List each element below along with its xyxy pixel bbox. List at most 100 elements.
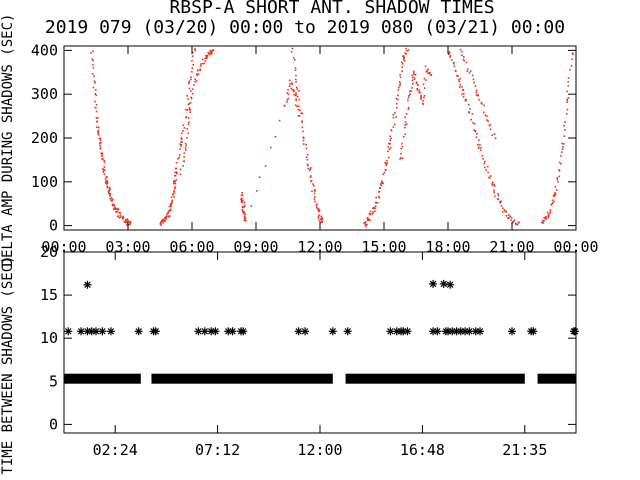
delta-amp-point: [487, 171, 489, 174]
delta-amp-point: [516, 223, 519, 226]
delta-amp-point: [278, 119, 281, 122]
delta-amp-point: [500, 200, 503, 203]
delta-amp-point: [290, 51, 293, 53]
delta-amp-point: [106, 186, 109, 189]
time-between-point: [476, 327, 484, 336]
delta-amp-point: [423, 94, 426, 97]
delta-amp-point: [96, 120, 98, 123]
delta-amp-point: [404, 121, 407, 123]
delta-amp-point: [169, 203, 172, 205]
delta-amp-point: [367, 217, 369, 220]
delta-amp-point: [202, 62, 204, 65]
delta-amp-point: [365, 225, 367, 228]
delta-amp-point: [508, 217, 510, 219]
delta-amp-point: [462, 89, 465, 91]
delta-amp-point: [170, 204, 172, 207]
delta-amp-point: [409, 90, 411, 93]
delta-amp-point: [102, 171, 104, 173]
delta-amp-point: [199, 69, 201, 72]
delta-amp-point: [463, 56, 465, 58]
delta-amp-point: [179, 168, 182, 171]
delta-amp-point: [416, 89, 419, 91]
delta-amp-point: [173, 180, 175, 182]
delta-amp-point: [191, 59, 193, 62]
delta-amp-point: [491, 181, 494, 184]
delta-amp-point: [287, 93, 290, 96]
delta-amp-point: [319, 221, 322, 224]
delta-amp-point: [448, 51, 451, 53]
delta-amp-point: [317, 217, 320, 219]
delta-amp-point: [417, 84, 419, 87]
time-between-point: [106, 327, 115, 336]
delta-amp-point: [173, 182, 175, 185]
delta-amp-point: [191, 51, 194, 54]
time-between-point: [439, 279, 448, 288]
delta-amp-point: [301, 126, 304, 129]
delta-amp-point: [170, 196, 173, 198]
delta-amp-point: [566, 99, 568, 102]
delta-amp-point: [474, 130, 477, 133]
y-tick-label: 10: [40, 329, 58, 347]
delta-amp-point: [454, 69, 457, 72]
delta-amp-point: [297, 115, 300, 117]
time-between-point: [433, 327, 442, 336]
delta-amp-point: [390, 129, 393, 132]
delta-amp-point: [398, 81, 401, 83]
delta-amp-point: [306, 158, 309, 161]
time-between-point: [64, 327, 73, 336]
delta-amp-point: [459, 83, 462, 86]
delta-amp-point: [187, 123, 190, 125]
delta-amp-point: [108, 189, 110, 192]
delta-amp-point: [164, 216, 167, 219]
delta-amp-point: [185, 144, 188, 147]
delta-amp-point: [92, 50, 94, 53]
delta-amp-point: [292, 88, 294, 91]
delta-amp-point: [187, 82, 190, 85]
delta-amp-point: [415, 81, 418, 83]
delta-amp-point: [103, 173, 106, 176]
delta-amp-point: [321, 220, 324, 223]
delta-amp-point: [499, 201, 501, 203]
delta-amp-point: [461, 54, 463, 57]
delta-amp-point: [95, 110, 98, 113]
delta-amp-point: [305, 143, 307, 146]
delta-amp-point: [103, 159, 105, 162]
delta-amp-point: [407, 49, 410, 51]
delta-amp-point: [120, 216, 122, 218]
delta-amp-point: [554, 193, 557, 196]
delta-amp-point: [315, 205, 318, 207]
delta-amp-point: [543, 217, 546, 219]
delta-amp-point: [103, 161, 106, 163]
delta-amp-point: [473, 122, 476, 125]
delta-amp-point: [485, 119, 488, 121]
delta-amp-point: [305, 147, 308, 150]
delta-amp-point: [242, 211, 244, 213]
x-tick-label: 07:12: [195, 441, 240, 459]
delta-amp-point: [547, 217, 549, 219]
delta-amp-point: [363, 221, 365, 224]
delta-amp-point: [310, 180, 313, 182]
delta-amp-point: [316, 206, 318, 209]
delta-amp-point: [288, 85, 291, 88]
delta-amp-point: [562, 146, 564, 148]
delta-amp-point: [369, 219, 371, 221]
delta-amp-point: [103, 166, 106, 168]
delta-amp-point: [243, 211, 245, 214]
delta-amp-point: [364, 221, 367, 223]
delta-amp-point: [401, 70, 404, 72]
delta-amp-point: [395, 116, 398, 118]
delta-amp-point: [194, 48, 196, 50]
delta-amp-point: [368, 218, 370, 221]
delta-amp-point: [572, 53, 574, 56]
delta-amp-point: [389, 146, 392, 149]
delta-amp-point: [104, 180, 107, 183]
delta-amp-point: [286, 99, 289, 101]
delta-amp-point: [571, 52, 574, 54]
delta-amp-point: [292, 90, 295, 93]
delta-amp-point: [552, 195, 555, 197]
delta-amp-point: [184, 142, 187, 145]
delta-amp-point: [299, 109, 301, 112]
delta-amp-point: [124, 220, 127, 223]
delta-amp-point: [411, 82, 414, 85]
y-tick-label: 20: [40, 243, 58, 261]
